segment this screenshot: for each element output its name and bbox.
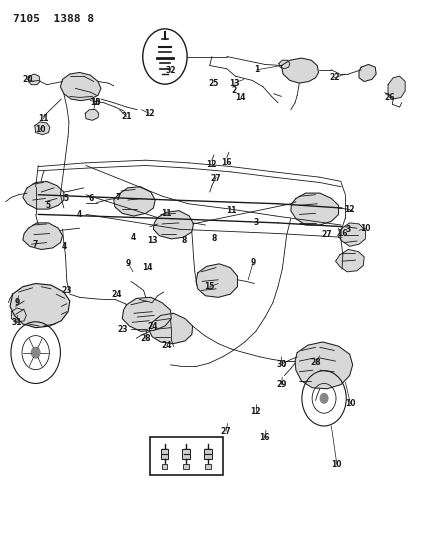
Text: 30: 30 <box>277 360 288 369</box>
Text: 11: 11 <box>161 209 172 218</box>
Text: 10: 10 <box>360 224 371 233</box>
Text: 5: 5 <box>46 201 51 210</box>
Text: 9: 9 <box>14 298 20 307</box>
Bar <box>205 464 211 469</box>
Text: 7: 7 <box>33 240 39 249</box>
Text: 27: 27 <box>220 427 231 436</box>
Text: 28: 28 <box>310 358 321 367</box>
Polygon shape <box>336 249 364 272</box>
Text: 20: 20 <box>22 75 33 84</box>
Text: 21: 21 <box>121 112 132 121</box>
Text: 1: 1 <box>254 66 259 74</box>
Bar <box>160 449 168 459</box>
Text: 15: 15 <box>90 98 101 107</box>
Polygon shape <box>388 76 405 99</box>
Polygon shape <box>359 64 376 82</box>
Text: 24: 24 <box>162 341 172 350</box>
Text: 11: 11 <box>38 114 49 123</box>
Text: 12: 12 <box>250 407 261 416</box>
Text: 10: 10 <box>332 460 342 469</box>
Text: 32: 32 <box>165 67 176 75</box>
Text: 9: 9 <box>126 260 131 268</box>
Text: 6: 6 <box>89 194 94 203</box>
Polygon shape <box>149 313 193 344</box>
Text: 16: 16 <box>337 229 347 238</box>
Text: 8: 8 <box>181 237 187 246</box>
Polygon shape <box>291 193 339 225</box>
Polygon shape <box>153 211 193 239</box>
Polygon shape <box>122 297 171 332</box>
Text: 14: 14 <box>235 93 246 102</box>
Text: 3: 3 <box>253 219 259 228</box>
Text: 4: 4 <box>61 242 66 251</box>
Circle shape <box>320 393 328 403</box>
Text: 2: 2 <box>232 85 237 94</box>
Text: 15: 15 <box>205 282 215 291</box>
Polygon shape <box>85 110 99 120</box>
Text: 31: 31 <box>12 318 22 327</box>
Text: 5: 5 <box>63 194 68 203</box>
Polygon shape <box>12 308 26 322</box>
Text: 12: 12 <box>144 109 155 118</box>
Polygon shape <box>295 342 353 389</box>
Text: 9: 9 <box>251 258 256 266</box>
Text: 3: 3 <box>346 225 351 234</box>
Polygon shape <box>281 58 318 83</box>
Text: 23: 23 <box>62 286 72 295</box>
Bar <box>204 449 212 459</box>
Text: 7105  1388 8: 7105 1388 8 <box>14 14 95 25</box>
Text: 29: 29 <box>276 380 287 389</box>
Text: 8: 8 <box>211 235 217 244</box>
Text: 7: 7 <box>115 193 121 202</box>
Polygon shape <box>23 223 62 249</box>
Polygon shape <box>60 72 101 101</box>
Text: 10: 10 <box>345 399 356 408</box>
Bar <box>183 464 189 469</box>
Text: 16: 16 <box>222 158 232 167</box>
Bar <box>182 449 190 459</box>
Polygon shape <box>279 60 290 69</box>
Text: 13: 13 <box>229 78 240 87</box>
Text: 26: 26 <box>384 93 395 102</box>
Bar <box>150 437 223 475</box>
Text: 16: 16 <box>259 433 270 442</box>
Bar <box>161 464 167 469</box>
Polygon shape <box>10 284 70 328</box>
Text: 22: 22 <box>329 73 339 82</box>
Circle shape <box>31 348 40 358</box>
Text: 4: 4 <box>77 210 82 219</box>
Polygon shape <box>23 181 64 209</box>
Text: 28: 28 <box>140 334 151 343</box>
Text: 10: 10 <box>90 98 101 107</box>
Text: 27: 27 <box>322 230 333 239</box>
Text: 4: 4 <box>130 233 136 242</box>
Text: 23: 23 <box>117 325 128 334</box>
Text: 17: 17 <box>161 446 172 455</box>
Polygon shape <box>28 74 40 85</box>
Polygon shape <box>338 223 366 246</box>
Polygon shape <box>196 264 238 297</box>
Polygon shape <box>114 187 155 216</box>
Text: 12: 12 <box>345 205 355 214</box>
Text: 27: 27 <box>211 174 221 183</box>
Polygon shape <box>35 122 50 135</box>
Text: 24: 24 <box>111 289 122 298</box>
Text: 12: 12 <box>207 160 217 169</box>
Text: 18: 18 <box>180 446 190 455</box>
Text: 25: 25 <box>209 78 219 87</box>
Text: 24: 24 <box>147 321 158 330</box>
Text: 13: 13 <box>147 237 158 246</box>
Text: 14: 14 <box>143 263 153 272</box>
Text: 10: 10 <box>35 125 45 134</box>
Text: 19: 19 <box>198 446 208 455</box>
Text: 11: 11 <box>226 206 236 215</box>
